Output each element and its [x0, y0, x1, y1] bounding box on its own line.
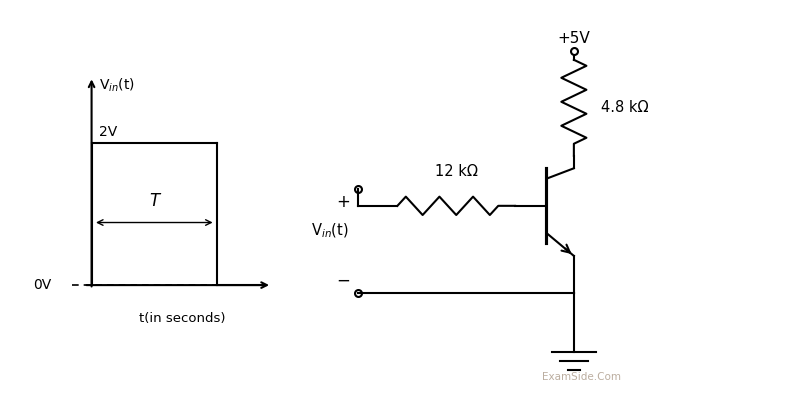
Text: 2V: 2V	[99, 125, 118, 139]
Text: T: T	[150, 192, 160, 210]
Text: 0V: 0V	[33, 278, 51, 292]
Text: +: +	[337, 193, 350, 211]
Text: 4.8 kΩ: 4.8 kΩ	[601, 100, 648, 115]
Text: 12 kΩ: 12 kΩ	[434, 164, 478, 178]
Text: +5V: +5V	[557, 31, 590, 46]
Text: t(in seconds): t(in seconds)	[139, 312, 225, 325]
Text: V$_{in}$(t): V$_{in}$(t)	[311, 222, 349, 240]
Text: V$_{in}$(t): V$_{in}$(t)	[99, 76, 135, 94]
Text: −: −	[337, 272, 350, 290]
Text: ExamSide.Com: ExamSide.Com	[542, 372, 621, 382]
